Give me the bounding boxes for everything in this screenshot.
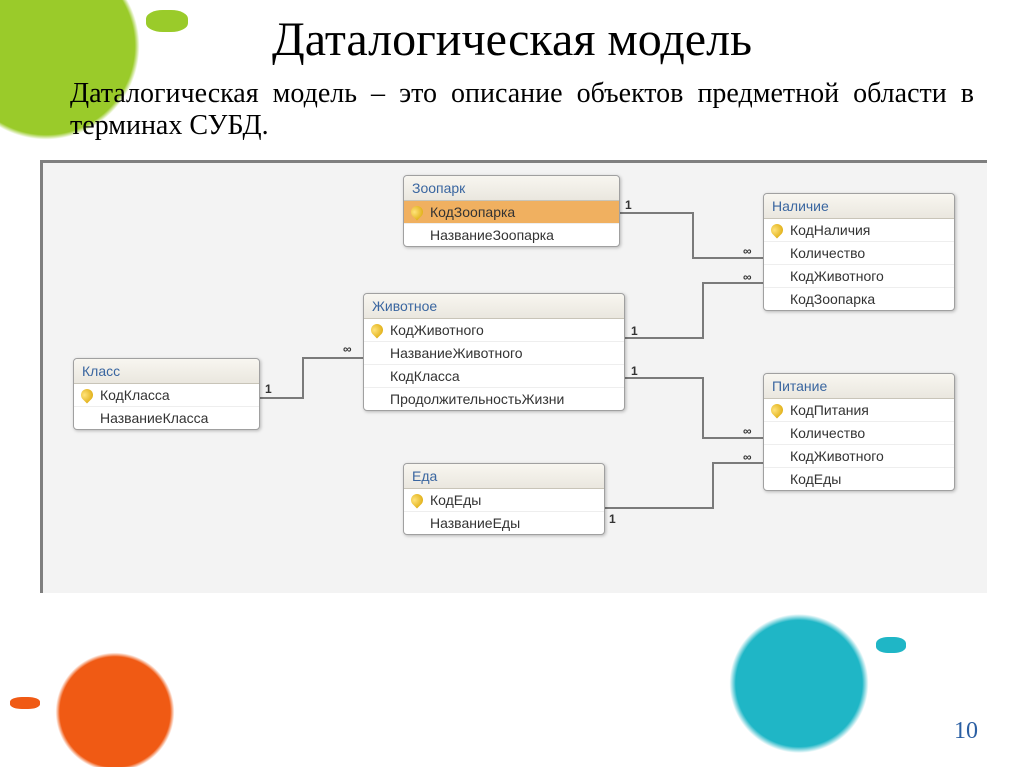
entity-field[interactable]: НазваниеКласса [74,407,259,429]
page-number: 10 [954,718,978,745]
entity-header: Еда [404,464,604,489]
entity-field[interactable]: КодПитания [764,399,954,422]
entity-field[interactable]: КодЖивотного [764,265,954,288]
entity-header: Наличие [764,194,954,219]
cardinality-label: 1 [625,198,632,212]
entity-field[interactable]: КодЖивотного [764,445,954,468]
entity-field[interactable]: НазваниеЖивотного [364,342,624,365]
entity-field[interactable]: КодЗоопарка [764,288,954,310]
entity-field[interactable]: КодЖивотного [364,319,624,342]
entity-field[interactable]: КодЕды [404,489,604,512]
cardinality-label: ∞ [743,244,752,258]
decor-splat-cyan [714,607,884,767]
cardinality-label: 1 [609,512,616,526]
entity-eda[interactable]: ЕдаКодЕдыНазваниеЕды [403,463,605,535]
entity-header: Животное [364,294,624,319]
page-title: Даталогическая модель [0,12,1024,67]
page-description: Даталогическая модель – это описание объ… [70,78,974,142]
entity-header: Класс [74,359,259,384]
entity-field[interactable]: НазваниеЕды [404,512,604,534]
entity-field[interactable]: ПродолжительностьЖизни [364,388,624,410]
entity-field[interactable]: Количество [764,422,954,445]
cardinality-label: 1 [631,364,638,378]
entity-field[interactable]: КодКласса [364,365,624,388]
entity-nalichie[interactable]: НаличиеКодНаличияКоличествоКодЖивотногоК… [763,193,955,311]
cardinality-label: ∞ [343,342,352,356]
relation-line [603,463,763,508]
entity-zoopark[interactable]: ЗоопаркКодЗоопаркаНазваниеЗоопарка [403,175,620,247]
relation-line [623,378,763,438]
entity-field[interactable]: КодКласса [74,384,259,407]
entity-field[interactable]: Количество [764,242,954,265]
entity-zhivotnoe[interactable]: ЖивотноеКодЖивотногоНазваниеЖивотногоКод… [363,293,625,411]
cardinality-label: ∞ [743,424,752,438]
cardinality-label: 1 [265,382,272,396]
decor-splat-orange [40,637,190,767]
entity-header: Питание [764,374,954,399]
cardinality-label: 1 [631,324,638,338]
entity-field[interactable]: НазваниеЗоопарка [404,224,619,246]
relation-line [618,213,763,258]
entity-field[interactable]: КодНаличия [764,219,954,242]
entity-header: Зоопарк [404,176,619,201]
entity-pitanie[interactable]: ПитаниеКодПитанияКоличествоКодЖивотногоК… [763,373,955,491]
relation-line [258,358,363,398]
relation-line [623,283,763,338]
cardinality-label: ∞ [743,270,752,284]
er-diagram: 1∞1∞1∞1∞1∞ КлассКодКлассаНазваниеКлассаЗ… [40,160,987,593]
entity-field[interactable]: КодЕды [764,468,954,490]
cardinality-label: ∞ [743,450,752,464]
entity-field[interactable]: КодЗоопарка [404,201,619,224]
entity-klass[interactable]: КлассКодКлассаНазваниеКласса [73,358,260,430]
